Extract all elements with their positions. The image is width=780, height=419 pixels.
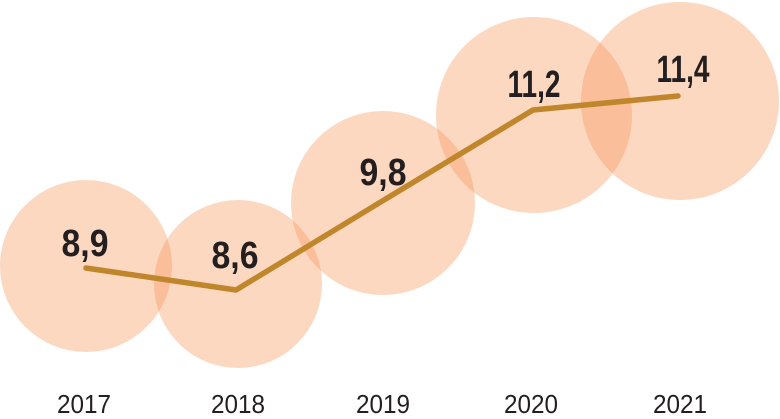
year-label-layer: 2017 2018 2019 2020 2021 xyxy=(57,389,707,419)
year-label-2017: 2017 xyxy=(57,389,111,419)
value-label-2020: 11,2 xyxy=(508,64,561,106)
trend-line xyxy=(83,93,681,293)
year-label-2021: 2021 xyxy=(653,389,707,419)
value-label-2021: 11,4 xyxy=(657,49,710,91)
year-label-2020: 2020 xyxy=(504,389,558,419)
value-label-2018: 8,6 xyxy=(212,235,259,277)
value-label-layer: 8,9 8,6 9,8 11,2 11,4 xyxy=(62,49,710,277)
bubble-2021 xyxy=(581,2,779,200)
bubble-2018 xyxy=(154,200,322,368)
year-label-2018: 2018 xyxy=(211,389,265,419)
year-label-2019: 2019 xyxy=(356,389,410,419)
line-layer xyxy=(83,93,681,293)
value-label-2019: 9,8 xyxy=(360,152,407,194)
bubble-2020 xyxy=(436,17,632,213)
bubble-layer xyxy=(0,2,779,368)
value-label-2017: 8,9 xyxy=(62,223,109,265)
